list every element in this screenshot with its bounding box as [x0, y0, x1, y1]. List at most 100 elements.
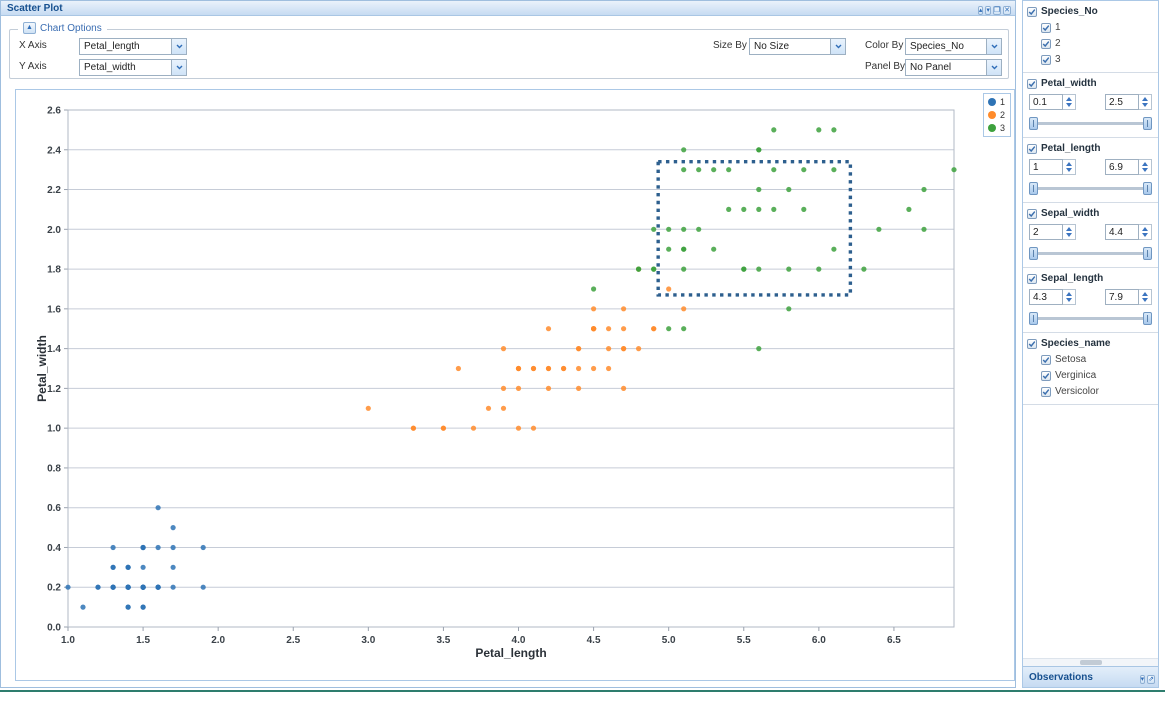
spin-up-icon[interactable]: [1142, 162, 1148, 166]
max-spinner[interactable]: [1139, 224, 1152, 240]
data-point[interactable]: [621, 346, 627, 352]
range-slider[interactable]: [1029, 312, 1152, 325]
data-point[interactable]: [906, 206, 912, 212]
filter-checkbox[interactable]: [1027, 6, 1037, 17]
spin-down-icon[interactable]: [1066, 168, 1072, 172]
data-point[interactable]: [921, 186, 927, 193]
data-point[interactable]: [681, 246, 687, 252]
spin-down-icon[interactable]: [1142, 298, 1148, 302]
spin-up-icon[interactable]: [1066, 97, 1072, 101]
slider-track[interactable]: [1031, 317, 1150, 320]
data-point[interactable]: [500, 385, 507, 391]
chevron-down-icon[interactable]: [171, 60, 186, 75]
data-point[interactable]: [666, 286, 672, 292]
data-point[interactable]: [681, 266, 687, 272]
data-point[interactable]: [756, 186, 762, 193]
min-spinner[interactable]: [1063, 159, 1076, 175]
data-point[interactable]: [125, 584, 131, 590]
panel-by-dropdown[interactable]: No Panel: [905, 59, 1002, 76]
data-point[interactable]: [545, 385, 552, 391]
data-point[interactable]: [711, 246, 717, 252]
data-point[interactable]: [636, 266, 642, 272]
max-spinner[interactable]: [1139, 94, 1152, 110]
item-checkbox[interactable]: [1041, 22, 1051, 33]
spin-down-icon[interactable]: [1066, 103, 1072, 107]
data-point[interactable]: [786, 266, 792, 272]
max-input[interactable]: 2.5: [1105, 94, 1139, 110]
spin-up-icon[interactable]: [1066, 162, 1072, 166]
data-point[interactable]: [125, 604, 131, 610]
data-point[interactable]: [500, 346, 507, 352]
data-point[interactable]: [410, 425, 416, 431]
min-input[interactable]: 4.3: [1029, 289, 1063, 305]
data-point[interactable]: [681, 326, 687, 332]
data-point[interactable]: [576, 365, 582, 372]
data-point[interactable]: [681, 167, 687, 173]
data-point[interactable]: [696, 167, 702, 173]
slider-handle-max[interactable]: [1143, 117, 1152, 130]
spin-down-icon[interactable]: [1066, 233, 1072, 237]
data-point[interactable]: [455, 365, 461, 372]
minimize-button[interactable]: ▾: [985, 6, 991, 15]
data-point[interactable]: [681, 226, 687, 232]
data-point[interactable]: [470, 425, 477, 431]
data-point[interactable]: [606, 326, 612, 332]
data-point[interactable]: [756, 266, 762, 272]
max-input[interactable]: 4.4: [1105, 224, 1139, 240]
data-point[interactable]: [816, 266, 822, 272]
data-point[interactable]: [831, 246, 837, 252]
data-point[interactable]: [741, 206, 747, 212]
data-point[interactable]: [876, 226, 882, 232]
slider-handle-max[interactable]: [1143, 182, 1152, 195]
item-checkbox[interactable]: [1041, 370, 1051, 381]
slider-handle-max[interactable]: [1143, 247, 1152, 260]
data-point[interactable]: [771, 127, 777, 133]
range-slider[interactable]: [1029, 117, 1152, 130]
data-point[interactable]: [125, 564, 131, 570]
data-point[interactable]: [606, 365, 612, 372]
filter-checkbox[interactable]: [1027, 208, 1037, 219]
slider-handle-max[interactable]: [1143, 312, 1152, 325]
spin-down-icon[interactable]: [1142, 233, 1148, 237]
data-point[interactable]: [140, 544, 146, 551]
data-point[interactable]: [951, 167, 957, 173]
data-point[interactable]: [771, 167, 777, 173]
item-checkbox[interactable]: [1041, 354, 1051, 365]
data-point[interactable]: [861, 266, 867, 272]
min-spinner[interactable]: [1063, 289, 1076, 305]
pin-button[interactable]: ▴: [977, 6, 984, 15]
data-point[interactable]: [440, 425, 446, 431]
data-point[interactable]: [681, 147, 687, 153]
spin-down-icon[interactable]: [1142, 103, 1148, 107]
filter-checkbox[interactable]: [1027, 78, 1037, 89]
data-point[interactable]: [515, 425, 522, 431]
item-checkbox[interactable]: [1041, 38, 1051, 49]
data-point[interactable]: [155, 584, 161, 590]
data-point[interactable]: [530, 425, 537, 431]
data-point[interactable]: [365, 405, 371, 411]
selection-rectangle[interactable]: [656, 159, 853, 297]
spin-down-icon[interactable]: [1066, 298, 1072, 302]
data-point[interactable]: [80, 604, 86, 610]
restore-button[interactable]: ❐: [992, 6, 1002, 15]
data-point[interactable]: [591, 306, 597, 312]
data-point[interactable]: [140, 564, 146, 570]
data-point[interactable]: [726, 206, 732, 212]
chevron-down-icon[interactable]: [986, 39, 1001, 54]
data-point[interactable]: [831, 167, 837, 173]
slider-track[interactable]: [1031, 187, 1150, 190]
data-point[interactable]: [515, 365, 522, 372]
min-input[interactable]: 1: [1029, 159, 1063, 175]
data-point[interactable]: [756, 206, 762, 212]
x-axis-dropdown[interactable]: Petal_length: [79, 38, 187, 55]
data-point[interactable]: [170, 544, 176, 551]
data-point[interactable]: [140, 584, 146, 590]
chevron-down-icon[interactable]: [830, 39, 845, 54]
collapse-button[interactable]: ▾: [1139, 675, 1146, 684]
min-input[interactable]: 0.1: [1029, 94, 1063, 110]
slider-handle-min[interactable]: [1029, 247, 1038, 260]
data-point[interactable]: [801, 206, 807, 212]
horizontal-scrollbar[interactable]: [1023, 658, 1158, 666]
range-slider[interactable]: [1029, 182, 1152, 195]
data-point[interactable]: [621, 306, 627, 312]
